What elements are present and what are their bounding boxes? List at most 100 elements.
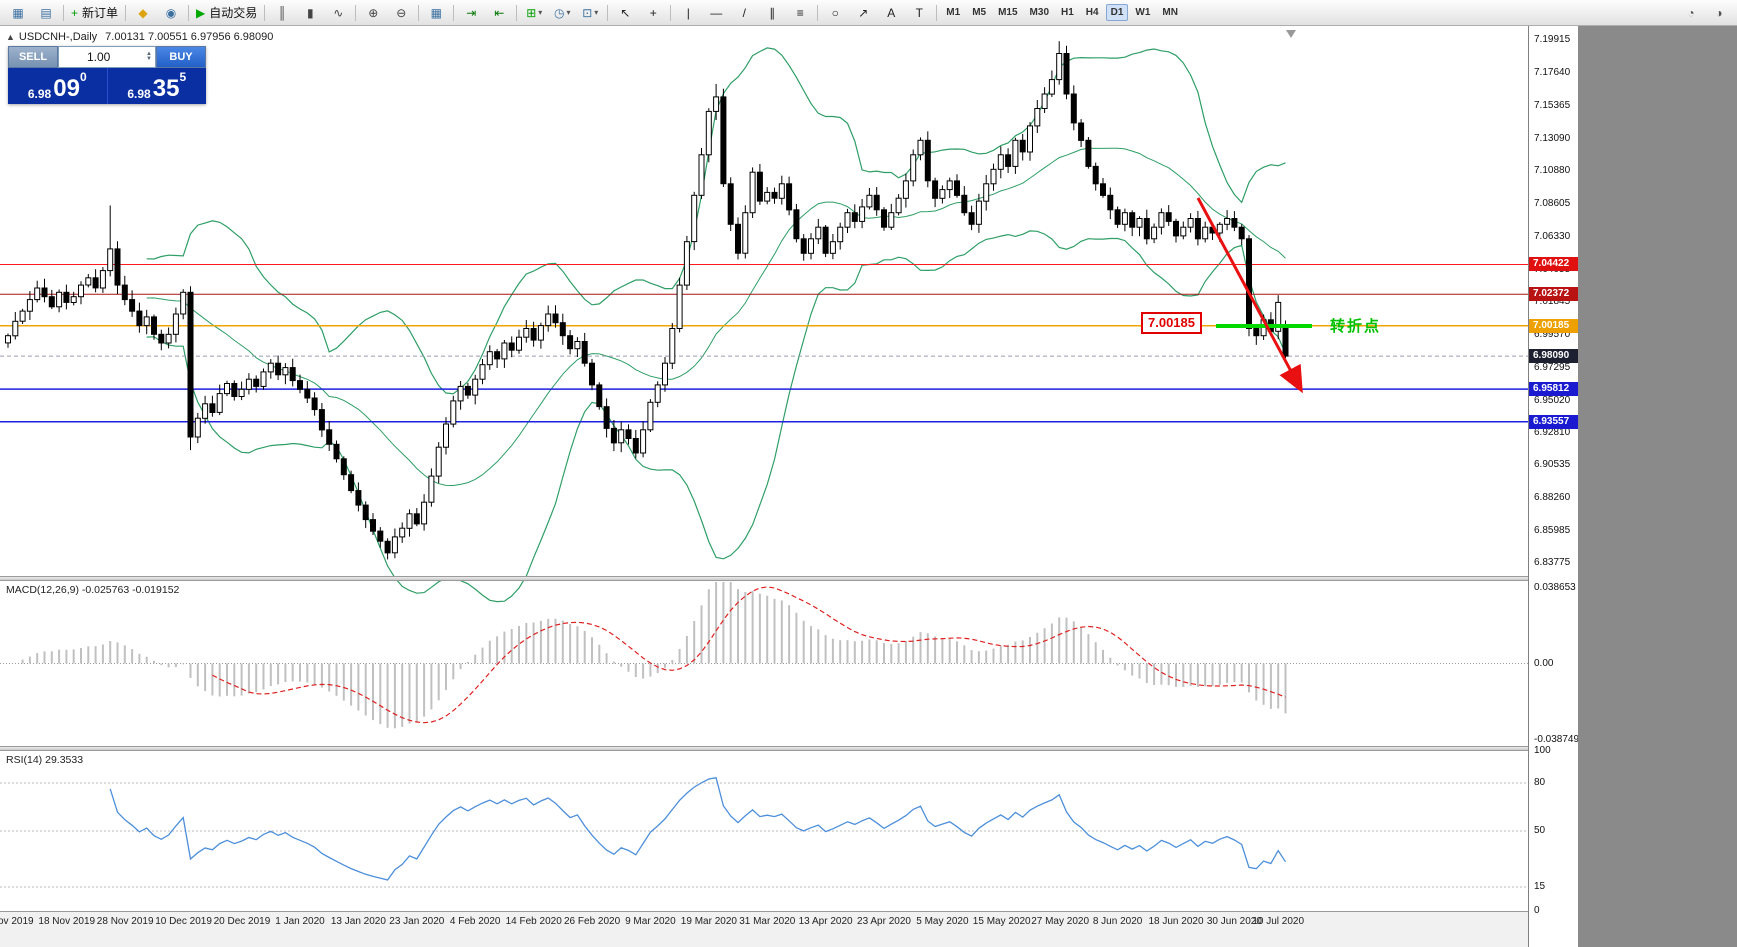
timeframe-h4[interactable]: H4 [1085,7,1099,18]
candle-body [683,241,690,286]
panel-splitter[interactable] [0,576,1578,581]
date-label: 15 May 2020 [972,916,1031,927]
spinner-down-icon[interactable]: ▼ [146,56,152,62]
toolbar-chart-candles-icon[interactable]: ▮ [296,2,324,24]
timeframe-m30[interactable]: M30 [1029,7,1049,18]
candle-body [260,371,267,387]
toolbar-text-label-icon[interactable]: T [905,2,933,24]
price-tag: 6.93557 [1529,414,1579,429]
toolbar-fibonacci-icon[interactable]: ≡ [786,2,814,24]
price-tag: 6.95812 [1529,382,1579,397]
date-label: 30 Jun 2020 [1206,916,1262,927]
sell-price[interactable]: 6.98 09 0 [8,68,108,104]
toolbar-channel-icon[interactable]: ∥ [758,2,786,24]
price-tick: 7.06330 [1534,230,1571,242]
date-label: 27 May 2020 [1031,916,1090,927]
candle-body [516,336,522,351]
toolbar-indicators-icon[interactable]: ⊞ ▾ [520,2,548,24]
price-tick: 6.92810 [1534,426,1571,438]
toolbar-new-chart-icon[interactable]: ▦ [4,2,32,24]
lot-spinner[interactable]: ▲ ▼ [146,51,155,62]
candle-body [902,180,909,199]
buy-price-small: 6.98 [127,87,151,101]
chart-canvas[interactable] [0,26,1528,911]
templates-dropdown-icon[interactable]: ▾ [594,8,599,17]
toolbar-arrows-icon[interactable]: ↗ [849,2,877,24]
candle-body [391,536,398,554]
candle-body [873,194,880,211]
downtrend-arrow[interactable] [1196,197,1303,394]
toolbar-chart-bars-icon[interactable]: ║ [268,2,296,24]
spinner-up-icon[interactable]: ▲ [146,51,152,57]
sell-button[interactable]: SELL [8,46,58,68]
candle-body [1070,93,1077,124]
date-label: 8 Jun 2020 [1092,916,1143,927]
toolbar-separator [516,4,518,21]
indicators-dropdown-icon[interactable]: ▾ [538,8,543,17]
toolbar-crosshair-icon[interactable]: + [639,2,667,24]
lot-size-input[interactable]: 1.00 ▲ ▼ [58,46,156,68]
search-icon: ◑ [1715,5,1723,20]
candle-body [1034,108,1041,127]
candle-body [413,513,420,525]
candle-body [946,180,953,191]
toolbar-chart-line-icon[interactable]: ∿ [324,2,352,24]
vertical-line-icon: | [686,5,690,20]
toolbar-zoom-in-icon[interactable]: ⊕ [359,2,387,24]
buy-button[interactable]: BUY [156,46,206,68]
toolbar-help-icon[interactable]: ◔ [1677,2,1705,24]
oneclick-collapse-icon[interactable]: ▲ [6,32,15,42]
timeframe-h1[interactable]: H1 [1061,7,1074,18]
candle-body [1165,212,1172,222]
timeframe-mn[interactable]: MN [1162,7,1178,18]
turning-point-label: 转折点 [1330,318,1382,335]
candle-body [370,519,376,532]
candle-body [158,333,165,344]
toolbar-search-icon[interactable]: ◑ [1705,2,1733,24]
toolbar-profiles-icon[interactable]: ▤ [32,2,60,24]
toolbar-shapes-icon[interactable]: ○ [821,2,849,24]
timeframe-w1[interactable]: W1 [1135,7,1151,18]
toolbar-periods-icon[interactable]: ◷ ▾ [548,2,576,24]
toolbar-trendline-icon[interactable]: / [730,2,758,24]
candle-body [997,154,1004,170]
toolbar-metaeditor-icon[interactable]: ◆ [129,2,157,24]
candle-body [1216,223,1223,234]
toolbar-autotrading-button[interactable]: ▶ 自动交易 [192,2,261,24]
macd-scale-tick: 0.00 [1534,657,1554,669]
candle-body [399,527,406,538]
candle-body [1063,53,1070,95]
buy-price[interactable]: 6.98 35 5 [108,68,207,104]
timeframe-m1[interactable]: M1 [946,7,961,18]
periods-dropdown-icon[interactable]: ▾ [566,8,571,17]
candle-body [202,403,209,419]
timeframe-m5[interactable]: M5 [972,7,987,18]
toolbar-text-icon[interactable]: A [877,2,905,24]
candle-body [289,367,296,382]
price-axis[interactable]: 7.19915 7.17640 7.15365 7.13090 7.10880 7.086… [1528,26,1579,947]
chart-shift-marker-icon[interactable] [1286,30,1296,38]
toolbar-vertical-line-icon[interactable]: | [674,2,702,24]
toolbar-zoom-out-icon[interactable]: ⊖ [387,2,415,24]
candle-body [917,139,924,156]
candle-body [610,427,617,444]
candle-body [647,401,654,431]
toolbar-cursor-icon[interactable]: ↖ [611,2,639,24]
candle-body [844,212,851,228]
toolbar-community-icon[interactable]: ◉ [157,2,185,24]
toolbar-chart-shift-icon[interactable]: ⇤ [485,2,513,24]
date-label: 9 Mar 2020 [625,916,676,927]
toolbar-tile-windows-icon[interactable]: ▦ [422,2,450,24]
candle-body [932,180,939,199]
panel-splitter[interactable] [0,746,1578,751]
candle-body [508,342,515,351]
toolbar-auto-scroll-icon[interactable]: ⇥ [457,2,485,24]
toolbar-templates-icon[interactable]: ⊡ ▾ [576,2,604,24]
candle-body [92,277,99,289]
price-annotation-label[interactable]: 7.00185 [1141,312,1202,334]
toolbar-new-order-button[interactable]: + 新订单 [67,2,122,24]
toolbar-horizontal-line-icon[interactable]: — [702,2,730,24]
timeframe-m15[interactable]: M15 [998,7,1018,18]
timeframe-d1[interactable]: D1 [1105,4,1129,21]
